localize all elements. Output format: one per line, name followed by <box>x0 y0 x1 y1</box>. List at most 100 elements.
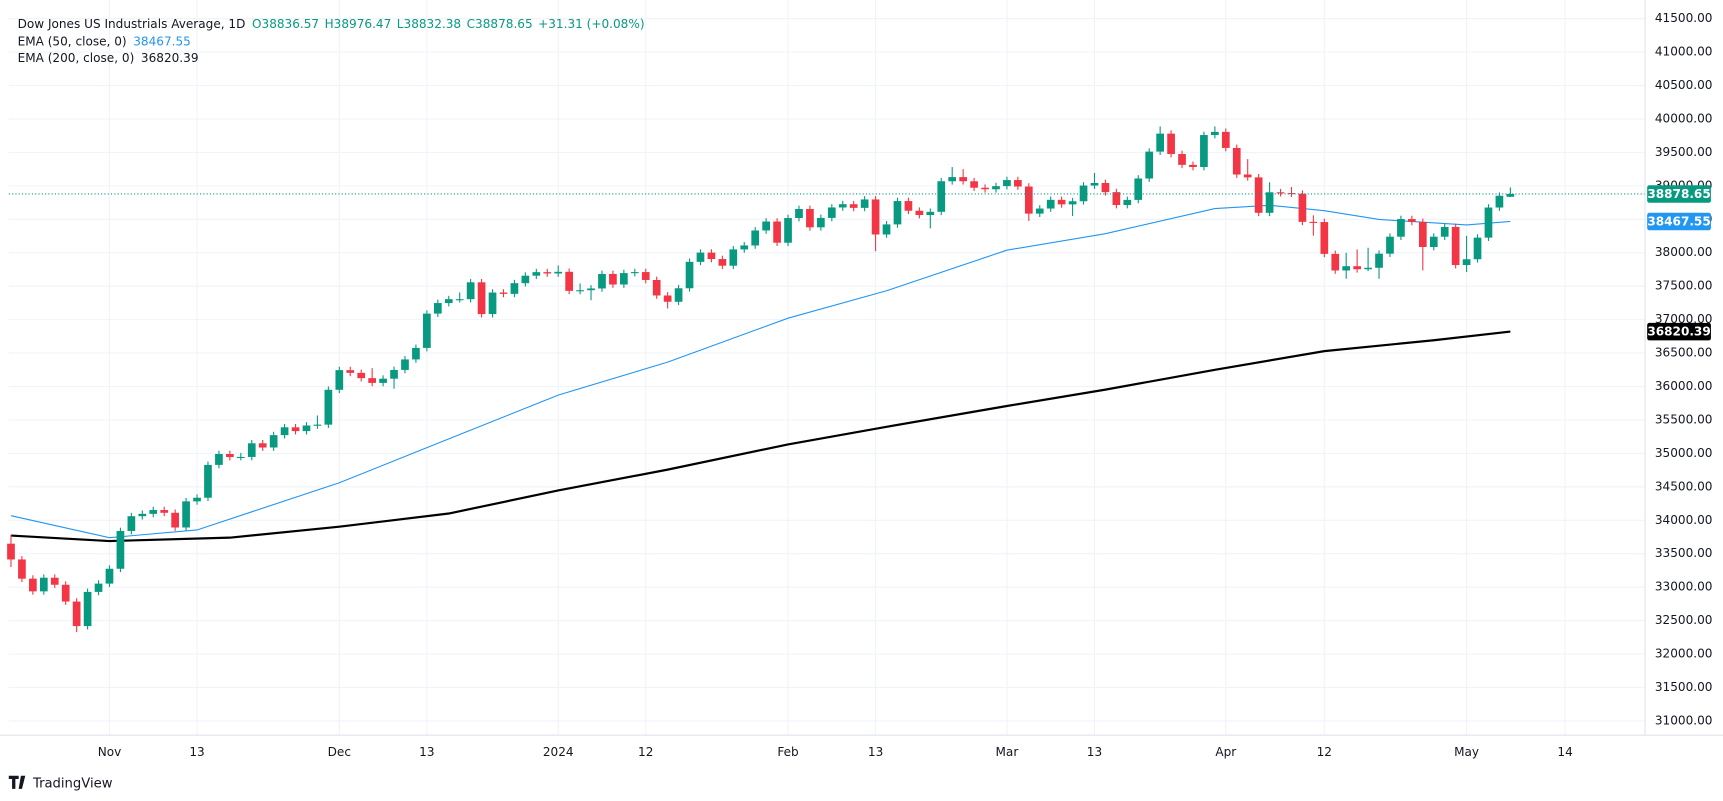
y-tick-label: 31000.00 <box>1655 713 1713 727</box>
candle-body <box>598 273 606 289</box>
candle-body <box>1221 131 1230 148</box>
candle-body <box>72 601 81 627</box>
candle-body <box>970 181 978 188</box>
candle-body <box>1145 151 1154 179</box>
candle-body <box>412 347 420 360</box>
x-tick-label: 2024 <box>543 745 574 759</box>
candle-body <box>1408 219 1416 222</box>
candle-body <box>663 295 672 302</box>
candle-body <box>1046 199 1055 209</box>
candle-body <box>61 584 70 602</box>
grid <box>8 0 1645 736</box>
candle-body <box>1189 164 1197 168</box>
candle-body <box>1003 180 1011 187</box>
candle-body <box>94 583 103 592</box>
candle-body <box>138 513 147 517</box>
candle-body <box>477 282 486 315</box>
candle-body <box>1320 222 1329 254</box>
candle-body <box>784 218 792 243</box>
candle-body <box>1068 201 1077 205</box>
candle-body <box>1232 147 1241 175</box>
candle-body <box>1243 174 1252 178</box>
x-tick-label: Apr <box>1215 745 1236 759</box>
candle-body <box>729 249 738 266</box>
header-line: Dow Jones US Industrials Average, 1D O388… <box>18 17 645 31</box>
plot-area <box>7 126 1645 633</box>
candle-body <box>1156 133 1164 152</box>
candle-body <box>499 292 508 294</box>
candle-body <box>204 464 212 498</box>
legend-entry: EMA (200, close, 0) 36820.39 <box>18 51 199 65</box>
candle-body <box>904 201 913 211</box>
x-tick-label: May <box>1454 745 1479 759</box>
candle-body <box>838 204 847 208</box>
candle-body <box>1342 266 1351 271</box>
candle-body <box>992 186 1000 190</box>
candle-body <box>652 279 661 296</box>
candle-body <box>7 543 15 560</box>
candle-body <box>510 283 519 294</box>
y-tick-label: 41500.00 <box>1655 11 1713 25</box>
candle-body <box>1298 193 1307 222</box>
candle-body <box>1200 135 1208 168</box>
y-tick-label: 41000.00 <box>1655 45 1713 59</box>
candle-body <box>116 530 125 569</box>
candle-body <box>466 282 475 300</box>
candle-body <box>444 299 453 304</box>
candle-body <box>751 230 760 246</box>
candle-body <box>335 370 344 390</box>
candle-body <box>1211 131 1219 136</box>
ema-line <box>10 330 1511 543</box>
candle-body <box>313 424 322 426</box>
y-tick-label: 34500.00 <box>1655 479 1713 493</box>
candle-body <box>346 370 355 373</box>
candle-body <box>1473 237 1482 260</box>
candle-body <box>1090 182 1099 186</box>
candle-body <box>1451 226 1460 266</box>
candle-body <box>160 510 169 513</box>
y-tick-label: 37000.00 <box>1655 312 1713 326</box>
y-tick-label: 32000.00 <box>1655 647 1713 661</box>
candle-body <box>565 271 573 291</box>
watermark-text: TradingView <box>32 776 113 791</box>
candle-body <box>827 207 836 218</box>
candle-body <box>1079 185 1088 202</box>
candle-body <box>609 273 617 285</box>
candle-body <box>1112 192 1121 205</box>
candle-body <box>171 512 179 528</box>
candle-body <box>488 292 497 315</box>
candle-body <box>1309 221 1318 223</box>
candle-body <box>882 224 891 235</box>
candle-body <box>1364 267 1372 270</box>
candle-body <box>543 272 552 274</box>
y-tick-label: 34000.00 <box>1655 513 1713 527</box>
candle-body <box>630 272 639 274</box>
candle-body <box>806 209 814 228</box>
y-tick-label: 40000.00 <box>1655 111 1713 125</box>
x-tick-label: 12 <box>1317 745 1332 759</box>
candle-body <box>1429 236 1438 247</box>
candle-body <box>149 510 158 514</box>
x-tick-label: Nov <box>98 745 122 759</box>
candle-body <box>1418 221 1427 247</box>
candle-body <box>641 272 650 280</box>
y-tick-label: 31500.00 <box>1655 680 1713 694</box>
candle-body <box>368 378 376 383</box>
y-tick-label: 36000.00 <box>1655 379 1713 393</box>
candle-body <box>620 273 628 285</box>
candle-body <box>696 252 705 262</box>
legend-name: EMA (200, close, 0) <box>18 51 135 65</box>
candle-body <box>1024 186 1033 214</box>
candle-body <box>1123 199 1132 205</box>
candle-body <box>685 261 694 289</box>
candle-body <box>926 211 935 216</box>
y-tick-label: 32500.00 <box>1655 613 1713 627</box>
candle-body <box>324 389 333 425</box>
candle-body <box>740 245 749 250</box>
candle-body <box>1397 219 1405 237</box>
open-value: O38836.57 <box>252 17 319 31</box>
change-value: +31.31 (+0.08%) <box>538 17 644 31</box>
candle-body <box>718 259 727 266</box>
